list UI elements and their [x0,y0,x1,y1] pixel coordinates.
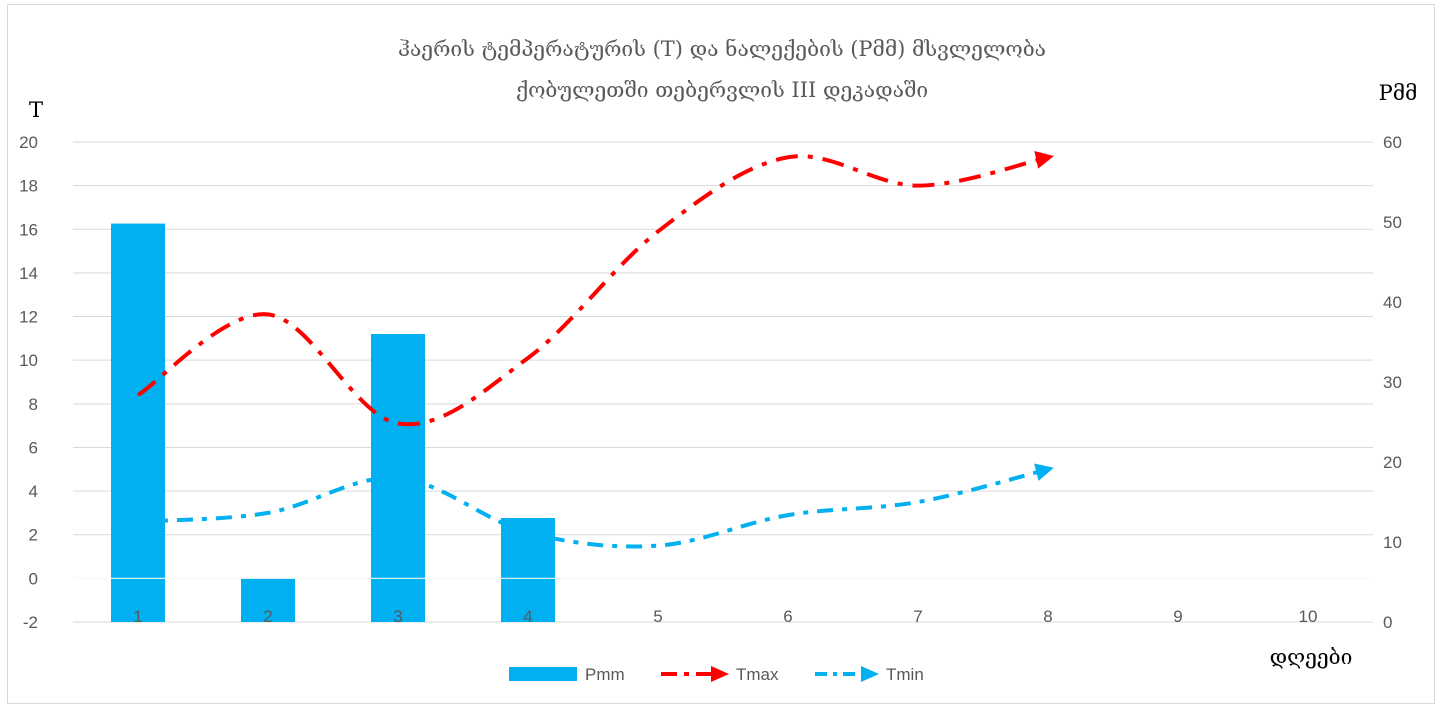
point-tmax [788,157,789,158]
category-label: 4 [523,607,532,626]
category-label: 3 [393,607,402,626]
point-tmin [658,545,659,546]
bars [73,223,1373,622]
point-tmin [788,515,789,516]
left-tick-label: 18 [19,177,38,196]
left-tick-label: 4 [29,482,38,501]
left-tick-label: 16 [19,220,38,239]
bar-pmm [111,223,165,622]
legend-arrow-tmax [711,666,729,682]
left-axis-label: T [29,98,43,122]
category-label: 6 [783,607,792,626]
left-tick-label: 12 [19,308,38,327]
category-label: 2 [263,607,272,626]
category-labels: 1 2 3 4 5 6 7 8 9 10 [133,607,1317,626]
point-tmax [398,423,399,424]
point-tmin [1048,469,1049,470]
left-tick-label: -2 [23,613,38,632]
right-tick-label: 10 [1383,533,1402,552]
point-tmin [398,478,399,479]
grid [73,141,1373,623]
point-tmax [138,395,139,396]
legend: Pmm Tmax Tmin [509,665,924,684]
arrowhead-tmin [1034,463,1054,481]
x-axis-label: დღეები [1270,645,1353,669]
legend-swatch-pmm [509,667,577,681]
left-tick-label: 20 [19,133,38,152]
point-tmax [1048,157,1049,158]
point-tmax [918,185,919,186]
point-tmax [528,358,529,359]
right-tick-label: 0 [1383,613,1392,632]
left-tick-label: 10 [19,351,38,370]
left-tick-label: 0 [29,569,38,588]
right-tick-label: 40 [1383,293,1402,312]
chart-title-line2: ქობულეთში თებერვლის III დეკადაში [516,78,928,102]
category-label: 8 [1043,607,1052,626]
point-tmin [528,532,529,533]
legend-arrow-tmin [861,666,879,682]
left-tick-label: 8 [29,395,38,414]
right-tick-label: 60 [1383,133,1402,152]
category-label: 5 [653,607,662,626]
right-axis-ticks: 60 50 40 30 20 10 0 [1383,133,1402,632]
right-axis-label: Pმმ [1379,81,1418,105]
chart-title-line1: ჰაერის ტემპერატურის (T) და ნალექების (Pმ… [398,37,1046,61]
legend-label-tmin: Tmin [886,665,924,684]
left-tick-label: 14 [19,264,38,283]
legend-label-tmax: Tmax [736,665,779,684]
bar-pmm [501,518,555,622]
point-tmin [138,521,139,522]
left-tick-label: 2 [29,526,38,545]
bar-pmm [241,578,295,622]
line-tmin [137,467,1049,549]
legend-label-pmm: Pmm [585,665,625,684]
category-label: 9 [1173,607,1182,626]
left-tick-label: 6 [29,438,38,457]
right-tick-label: 20 [1383,453,1402,472]
right-tick-label: 50 [1383,213,1402,232]
lines [136,151,1054,549]
point-tmin [268,512,269,513]
category-label: 10 [1299,607,1318,626]
category-label: 1 [133,607,142,626]
point-tmax [268,314,269,315]
point-tmax [658,231,659,232]
point-tmin [918,502,919,503]
line-tmax [136,154,1049,427]
right-tick-label: 30 [1383,373,1402,392]
arrowhead-tmax [1034,151,1054,169]
category-label: 7 [913,607,922,626]
